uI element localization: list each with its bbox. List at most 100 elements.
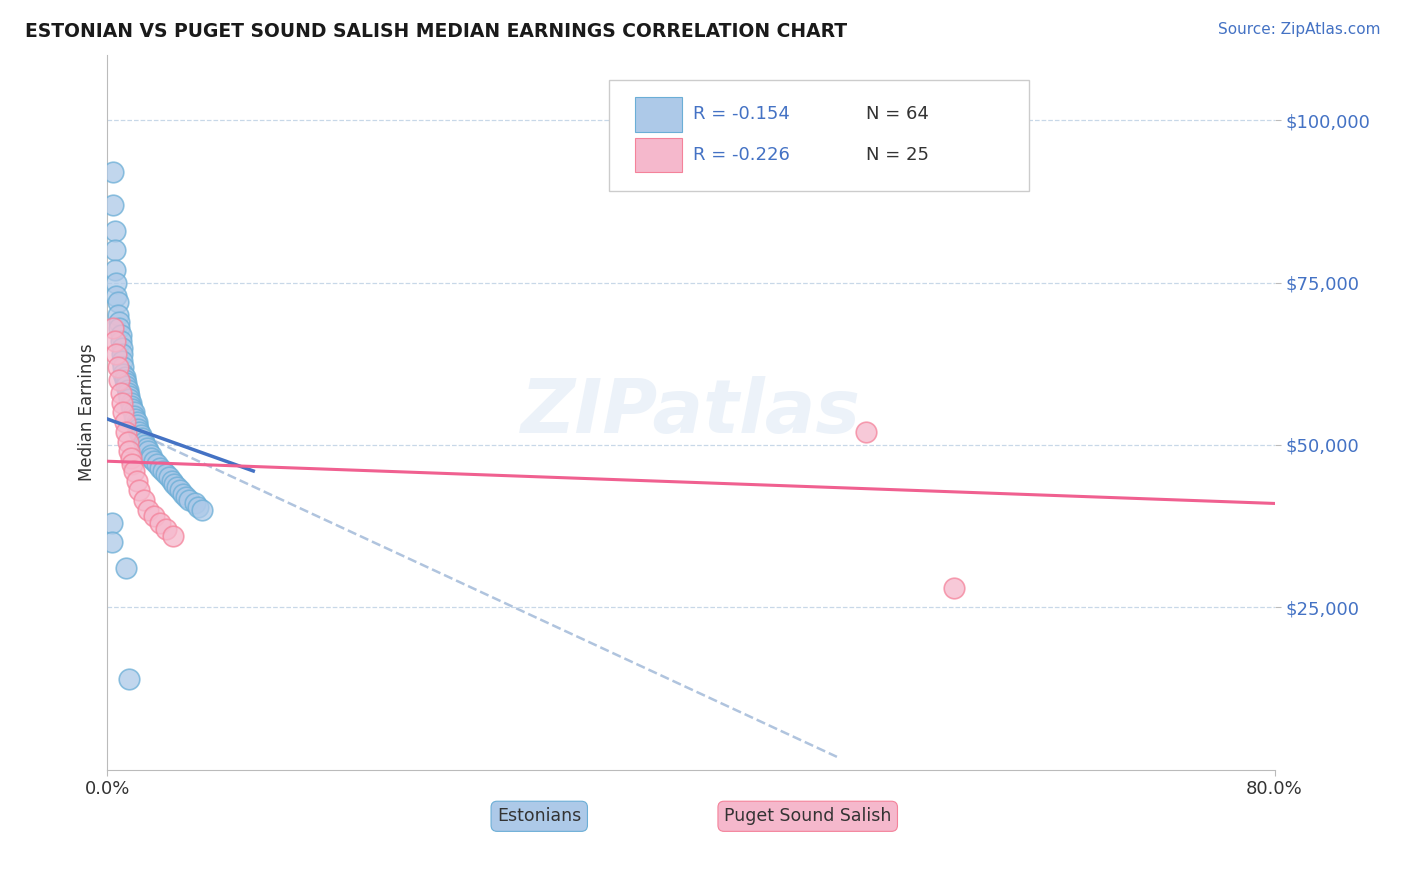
Point: [120, 450, 142, 465]
Text: Puget Sound Salish: Puget Sound Salish: [724, 807, 891, 825]
Text: N = 64: N = 64: [866, 105, 929, 123]
Point: [112, 367, 135, 381]
Point: [110, 334, 132, 348]
Point: [105, 347, 128, 361]
Point: [143, 509, 166, 524]
Point: [135, 441, 157, 455]
Point: [155, 467, 177, 482]
Point: [107, 359, 129, 374]
Point: [118, 392, 141, 407]
Point: [169, 483, 191, 498]
Point: [100, 535, 122, 549]
Point: [146, 458, 169, 472]
Point: [118, 444, 141, 458]
Text: R = -0.226: R = -0.226: [693, 146, 790, 164]
Point: [121, 402, 143, 417]
Point: [163, 477, 186, 491]
Point: [111, 353, 134, 368]
Point: [136, 503, 159, 517]
Point: [855, 425, 877, 439]
Point: [117, 434, 139, 449]
FancyBboxPatch shape: [636, 138, 682, 172]
Point: [128, 425, 150, 439]
Point: [942, 581, 965, 595]
Point: [136, 444, 159, 458]
Point: [104, 334, 127, 348]
Point: [121, 458, 143, 472]
Text: ESTONIAN VS PUGET SOUND SALISH MEDIAN EARNINGS CORRELATION CHART: ESTONIAN VS PUGET SOUND SALISH MEDIAN EA…: [25, 22, 848, 41]
Point: [122, 464, 145, 478]
Point: [128, 483, 150, 498]
Point: [118, 389, 141, 403]
Point: [111, 347, 134, 361]
Point: [157, 470, 180, 484]
Point: [117, 386, 139, 401]
Point: [166, 480, 188, 494]
Point: [141, 448, 163, 462]
Y-axis label: Median Earnings: Median Earnings: [79, 343, 96, 482]
Text: Estonians: Estonians: [498, 807, 582, 825]
Point: [122, 409, 145, 423]
Point: [122, 405, 145, 419]
Point: [104, 262, 127, 277]
Point: [117, 383, 139, 397]
Point: [108, 373, 131, 387]
FancyBboxPatch shape: [636, 97, 682, 132]
Text: ZIPatlas: ZIPatlas: [522, 376, 860, 449]
Point: [120, 399, 142, 413]
Point: [129, 428, 152, 442]
Text: Source: ZipAtlas.com: Source: ZipAtlas.com: [1218, 22, 1381, 37]
Point: [152, 464, 174, 478]
Point: [191, 503, 214, 517]
Point: [114, 373, 136, 387]
Point: [172, 486, 194, 500]
Point: [184, 496, 207, 510]
Point: [103, 321, 125, 335]
Point: [124, 412, 146, 426]
Point: [120, 396, 142, 410]
Point: [105, 276, 128, 290]
Point: [149, 516, 172, 530]
Point: [131, 432, 153, 446]
Point: [132, 493, 155, 508]
Point: [108, 321, 131, 335]
Point: [149, 460, 172, 475]
Point: [162, 529, 184, 543]
Point: [132, 434, 155, 449]
Point: [160, 474, 183, 488]
Point: [125, 474, 148, 488]
Point: [111, 396, 134, 410]
Point: [155, 523, 177, 537]
Point: [104, 223, 127, 237]
Point: [111, 341, 134, 355]
Point: [177, 493, 200, 508]
Point: [110, 327, 132, 342]
Point: [107, 295, 129, 310]
Point: [110, 386, 132, 401]
Point: [107, 308, 129, 322]
Point: [104, 243, 127, 257]
FancyBboxPatch shape: [609, 80, 1029, 191]
Point: [103, 197, 125, 211]
Point: [108, 314, 131, 328]
Text: N = 25: N = 25: [866, 146, 929, 164]
Point: [100, 516, 122, 530]
Point: [174, 490, 197, 504]
Point: [114, 415, 136, 429]
Point: [141, 450, 163, 465]
Point: [125, 418, 148, 433]
Point: [115, 425, 138, 439]
Point: [115, 561, 138, 575]
Point: [118, 672, 141, 686]
Point: [187, 500, 209, 514]
Point: [134, 438, 156, 452]
Text: R = -0.154: R = -0.154: [693, 105, 790, 123]
Point: [143, 454, 166, 468]
Point: [105, 288, 128, 302]
Point: [112, 359, 135, 374]
Point: [115, 379, 138, 393]
Point: [103, 165, 125, 179]
Point: [114, 369, 136, 384]
Point: [115, 376, 138, 391]
Point: [112, 405, 135, 419]
